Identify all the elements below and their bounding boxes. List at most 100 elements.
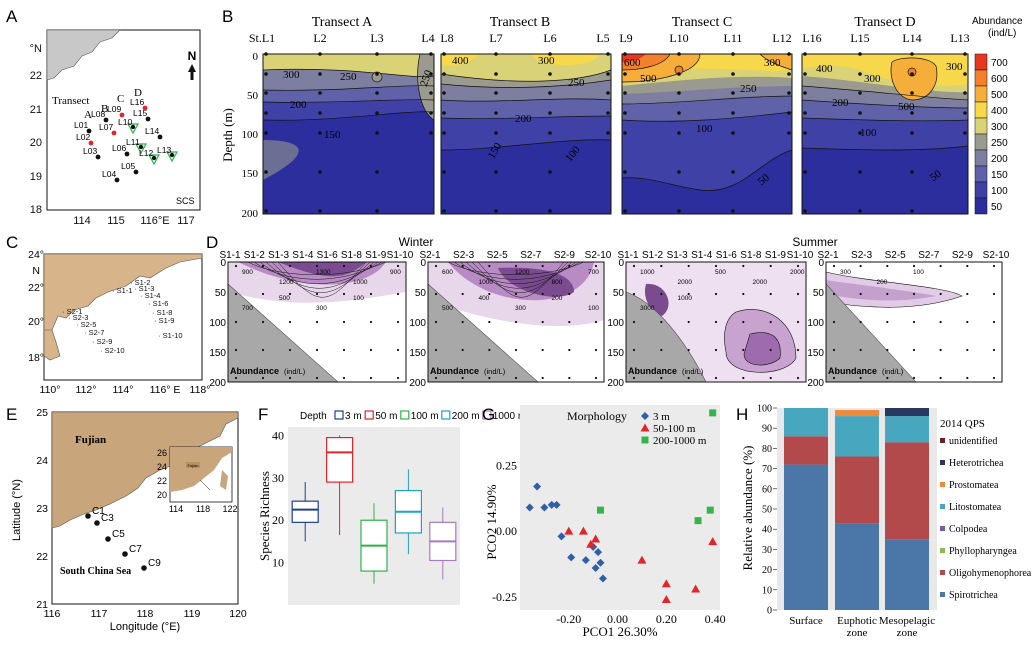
station-label: L13 [950,31,969,45]
sample-dot [963,72,967,76]
sample-dot [677,131,681,135]
sample-dot [769,348,772,352]
contour-label: 250 [340,71,357,83]
contour-label: 200 [877,279,888,286]
scatter-point [709,409,717,417]
sample-dot [731,209,735,213]
legend-item: 3 m [334,410,362,422]
colorbar-label: 300 [991,122,1008,133]
d-ytick: 150 [807,348,824,359]
contour-label: 700 [588,269,599,276]
lon-tick: 119 [184,608,201,620]
b-ytick: 100 [242,129,259,141]
f-ytick: 40 [272,428,284,442]
sample-dot [859,320,862,324]
station-label: S1-9 [765,250,787,261]
sample-dot [375,131,379,135]
d-ytick: 200 [807,378,824,389]
lon-tick: 117 [91,608,108,620]
sample-dot [803,52,807,56]
sample-dot [568,292,571,296]
transect-title: Transect A [312,15,373,30]
scatter-point [567,553,576,562]
station-label: S1-4 [292,250,314,261]
station-label: L12 [772,31,791,45]
sample-dot [787,131,791,135]
sample-dot [677,209,681,213]
lon-tick: 110° [40,384,61,396]
lat-tick: 18° [28,352,44,364]
station-label: L05 [121,161,135,171]
f-ytick: 20 [272,513,284,527]
station-label: L10 [118,117,132,127]
station-label: C3 [101,513,114,524]
lon-tick: 116 [44,608,61,620]
lat-tick: 18 [30,204,42,216]
contour-label: 1300 [316,269,331,276]
legend-item: 3 m [641,411,670,423]
lon-tick: 115 [107,215,125,227]
station-label: C9 [148,558,161,569]
legend-unit: (ind/L) [988,28,1016,39]
station-label: L09 [107,104,121,114]
station-label: S1-1 [617,250,639,261]
colorbar-swatch [974,69,988,87]
sample-dot [769,376,772,380]
station-label: S1-3 [268,250,290,261]
lat-tick: 22 [30,70,42,82]
station-label: · S1-4 [140,291,160,300]
sample-dot [488,320,491,324]
sample-dot [288,348,292,352]
bar-segment [835,410,879,417]
sample-dot [541,376,544,380]
station-label: S1-2 [642,250,664,261]
sample-dot [687,292,690,296]
station-marker: L04 [102,169,120,183]
panel-f-boxplot: F Depth 3 m 50 m 100 m 200 m 1000 m Species … [257,405,526,605]
sample-dot [606,131,610,135]
svg-text:unidentified: unidentified [949,436,997,447]
station-label: L9 [619,31,632,45]
sample-dot [623,111,627,115]
d-ytick: 0 [420,258,426,269]
bar-segment [835,416,879,457]
station-label: S1-8 [740,250,762,261]
colorbar-label: 700 [991,58,1008,69]
sample-dot [623,209,627,213]
lat-tick: 24° [28,249,44,261]
sample-dot [796,348,800,352]
d-subplot: S1-1 S1-2 S1-3 S1-4 S1-6 S1-8 S1-9 S1-10 0 50 100 1… [209,250,413,389]
sample-dot [742,376,745,380]
bar-segment [885,416,929,443]
sample-dot [787,91,791,95]
sample-dot [677,72,681,76]
lon-tick: 112° [76,384,97,396]
sample-dot [992,320,996,324]
sample-dot [939,292,942,296]
station-label: L16 [802,31,821,45]
contour-label: 400 [479,295,490,302]
contour-label: 1000 [479,279,494,286]
abundance-unit: (ind/L) [484,367,506,376]
abundance-unit: (ind/L) [882,367,904,376]
sample-dot [731,170,735,174]
transect-b-plot: Transect B L8 L7 L6 L5 400 300 [440,15,612,215]
sample-dot [288,376,292,380]
svg-text:200-1000 m: 200-1000 m [653,435,707,447]
b-ylabel: Depth (m) [220,108,235,162]
sample-dot [832,292,836,296]
station-label: S1-2 [244,250,266,261]
panel-letter-b: B [222,7,233,26]
contour-label: 300 [283,69,300,81]
station-label: S1-9 [365,250,387,261]
sample-dot [514,292,518,296]
colorbar-label: 500 [991,90,1008,101]
svg-text:3 m: 3 m [653,411,670,423]
h-ytick: 0 [767,606,772,617]
sample-dot [910,91,914,95]
sample-dot [858,131,862,135]
legend-item: 50-100 m [640,423,696,435]
station-label: S2-9 [554,250,576,261]
scatter-point [557,532,566,541]
